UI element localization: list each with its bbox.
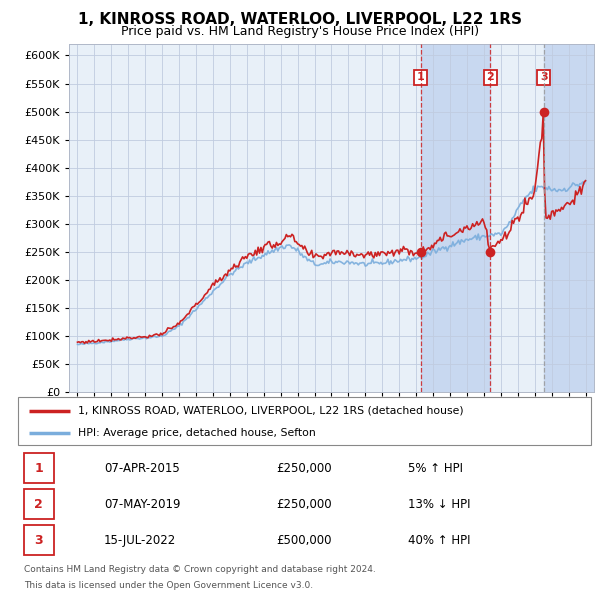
FancyBboxPatch shape <box>24 525 53 555</box>
Text: Contains HM Land Registry data © Crown copyright and database right 2024.: Contains HM Land Registry data © Crown c… <box>24 565 376 574</box>
Text: 1: 1 <box>34 461 43 474</box>
Text: This data is licensed under the Open Government Licence v3.0.: This data is licensed under the Open Gov… <box>24 581 313 589</box>
Text: 1, KINROSS ROAD, WATERLOO, LIVERPOOL, L22 1RS (detached house): 1, KINROSS ROAD, WATERLOO, LIVERPOOL, L2… <box>78 405 464 415</box>
Text: 1: 1 <box>417 73 425 83</box>
Text: £250,000: £250,000 <box>276 461 331 474</box>
Text: 07-APR-2015: 07-APR-2015 <box>104 461 180 474</box>
Text: 2: 2 <box>487 73 494 83</box>
Text: £500,000: £500,000 <box>276 533 331 546</box>
Text: 3: 3 <box>540 73 548 83</box>
Text: 2: 2 <box>34 497 43 510</box>
Bar <box>544 44 594 392</box>
Text: 5% ↑ HPI: 5% ↑ HPI <box>407 461 463 474</box>
FancyBboxPatch shape <box>24 489 53 519</box>
Text: 07-MAY-2019: 07-MAY-2019 <box>104 497 181 510</box>
Text: 13% ↓ HPI: 13% ↓ HPI <box>407 497 470 510</box>
FancyBboxPatch shape <box>18 397 591 445</box>
Text: Price paid vs. HM Land Registry's House Price Index (HPI): Price paid vs. HM Land Registry's House … <box>121 25 479 38</box>
Bar <box>421 44 490 392</box>
Text: 40% ↑ HPI: 40% ↑ HPI <box>407 533 470 546</box>
Text: £250,000: £250,000 <box>276 497 331 510</box>
Text: HPI: Average price, detached house, Sefton: HPI: Average price, detached house, Seft… <box>78 428 316 438</box>
Text: 1, KINROSS ROAD, WATERLOO, LIVERPOOL, L22 1RS: 1, KINROSS ROAD, WATERLOO, LIVERPOOL, L2… <box>78 12 522 27</box>
Text: 15-JUL-2022: 15-JUL-2022 <box>104 533 176 546</box>
FancyBboxPatch shape <box>24 453 53 483</box>
Text: 3: 3 <box>34 533 43 546</box>
